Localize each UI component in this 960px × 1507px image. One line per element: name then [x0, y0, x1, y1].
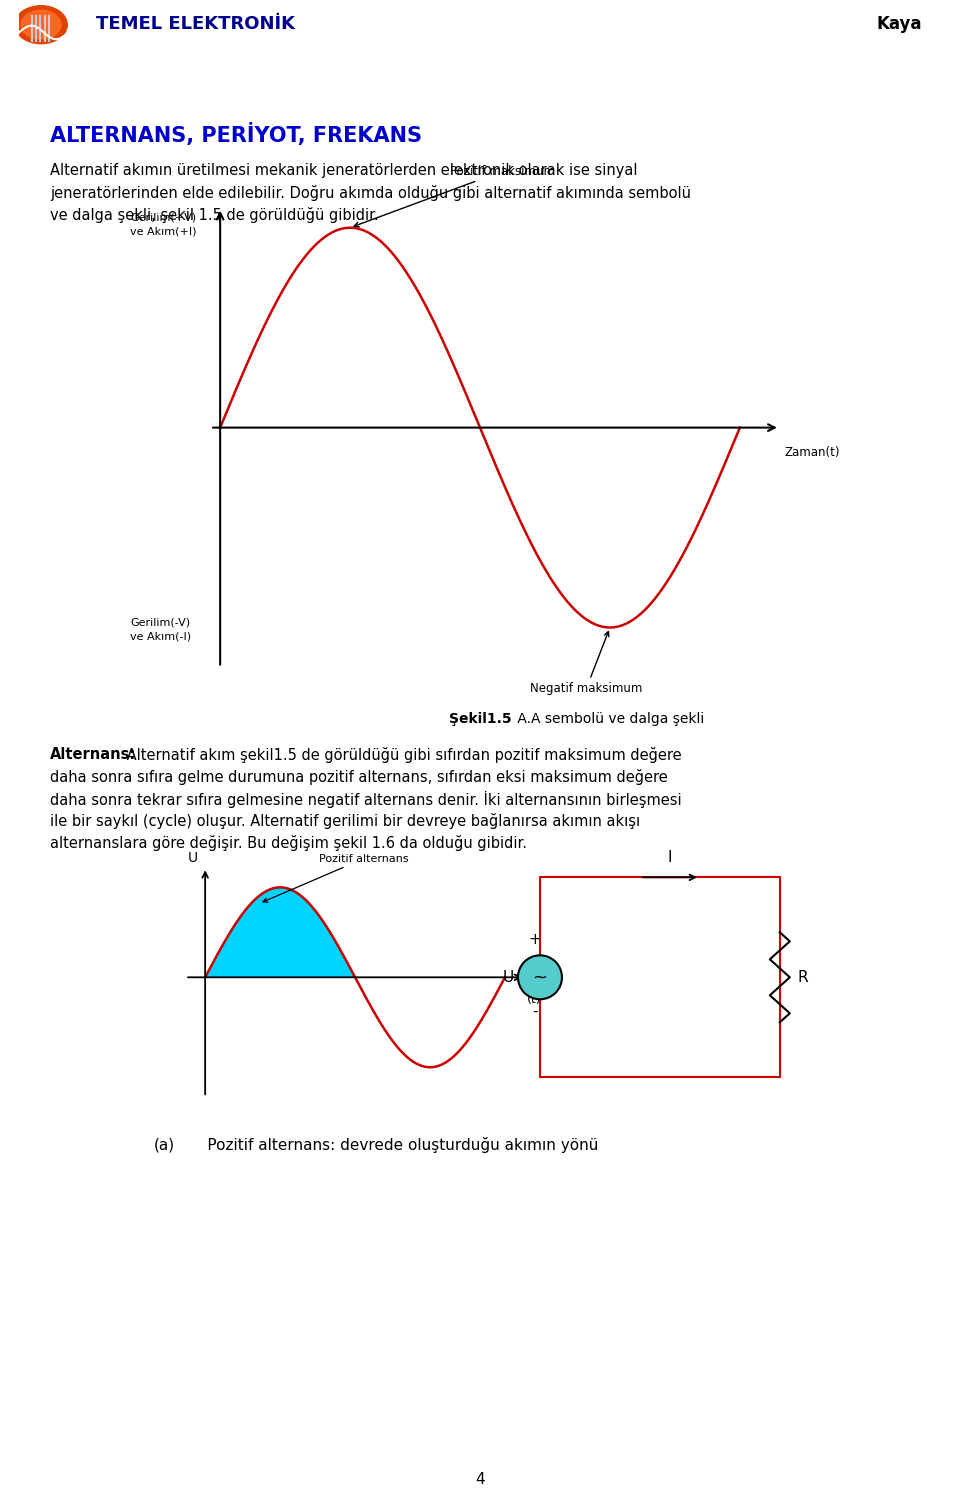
Text: (a): (a) [154, 1138, 175, 1153]
Text: Şekil1.5: Şekil1.5 [448, 713, 512, 726]
Text: ve dalga şekli, şekil 1.5 de görüldüğü gibidir.: ve dalga şekli, şekil 1.5 de görüldüğü g… [50, 206, 379, 223]
Polygon shape [205, 888, 355, 978]
Text: jeneratörlerinden elde edilebilir. Doğru akımda olduğu gibi alternatif akımında : jeneratörlerinden elde edilebilir. Doğru… [50, 185, 691, 200]
Text: Gerilim(-V)
ve Akım(-I): Gerilim(-V) ve Akım(-I) [131, 618, 191, 642]
Text: Pozitif alternans: Pozitif alternans [263, 853, 409, 903]
Text: Pozitif maksimum: Pozitif maksimum [354, 164, 555, 226]
Text: I: I [667, 850, 672, 865]
Text: daha sonra sıfıra gelme durumuna pozitif alternans, sıfırdan eksi maksimum değer: daha sonra sıfıra gelme durumuna pozitif… [50, 770, 668, 785]
Text: Kaya: Kaya [876, 15, 922, 33]
Text: Negatif maksimum: Negatif maksimum [530, 631, 642, 695]
Text: R: R [798, 971, 808, 984]
Text: Gerilim(+V)
ve Akım(+I): Gerilim(+V) ve Akım(+I) [131, 212, 197, 237]
Text: daha sonra tekrar sıfıra gelmesine negatif alternans denir. İki alternansının bi: daha sonra tekrar sıfıra gelmesine negat… [50, 791, 682, 808]
Text: 4: 4 [475, 1472, 485, 1487]
Text: Pozitif alternans: devrede oluşturduğu akımın yönü: Pozitif alternans: devrede oluşturduğu a… [183, 1138, 599, 1153]
Text: U: U [502, 971, 514, 984]
Text: Zaman(t): Zaman(t) [785, 446, 840, 458]
Text: Alternans:: Alternans: [50, 747, 136, 763]
Text: TEMEL ELEKTRONİK: TEMEL ELEKTRONİK [96, 15, 295, 33]
Text: +: + [529, 933, 541, 948]
Circle shape [14, 6, 67, 44]
Text: (t): (t) [527, 993, 541, 1007]
Text: A.A sembolü ve dalga şekli: A.A sembolü ve dalga şekli [513, 713, 705, 726]
Text: ALTERNANS, PERİYOT, FREKANS: ALTERNANS, PERİYOT, FREKANS [50, 122, 422, 146]
Text: Alternatif akım şekil1.5 de görüldüğü gibi sıfırdan pozitif maksimum değere: Alternatif akım şekil1.5 de görüldüğü gi… [122, 747, 682, 764]
Text: U: U [188, 851, 198, 865]
Text: ile bir saykıl (cycle) oluşur. Alternatif gerilimi bir devreye bağlanırsa akımın: ile bir saykıl (cycle) oluşur. Alternati… [50, 814, 640, 829]
Text: alternanslara göre değişir. Bu değişim şekil 1.6 da olduğu gibidir.: alternanslara göre değişir. Bu değişim ş… [50, 835, 527, 851]
Text: Alternatif akımın üretilmesi mekanik jeneratörlerden elektronik olarak ise sinya: Alternatif akımın üretilmesi mekanik jen… [50, 163, 637, 178]
Circle shape [518, 955, 562, 999]
Circle shape [21, 11, 61, 39]
Text: -: - [532, 1004, 538, 1019]
Text: ~: ~ [533, 969, 547, 986]
Bar [540, 877, 780, 1078]
